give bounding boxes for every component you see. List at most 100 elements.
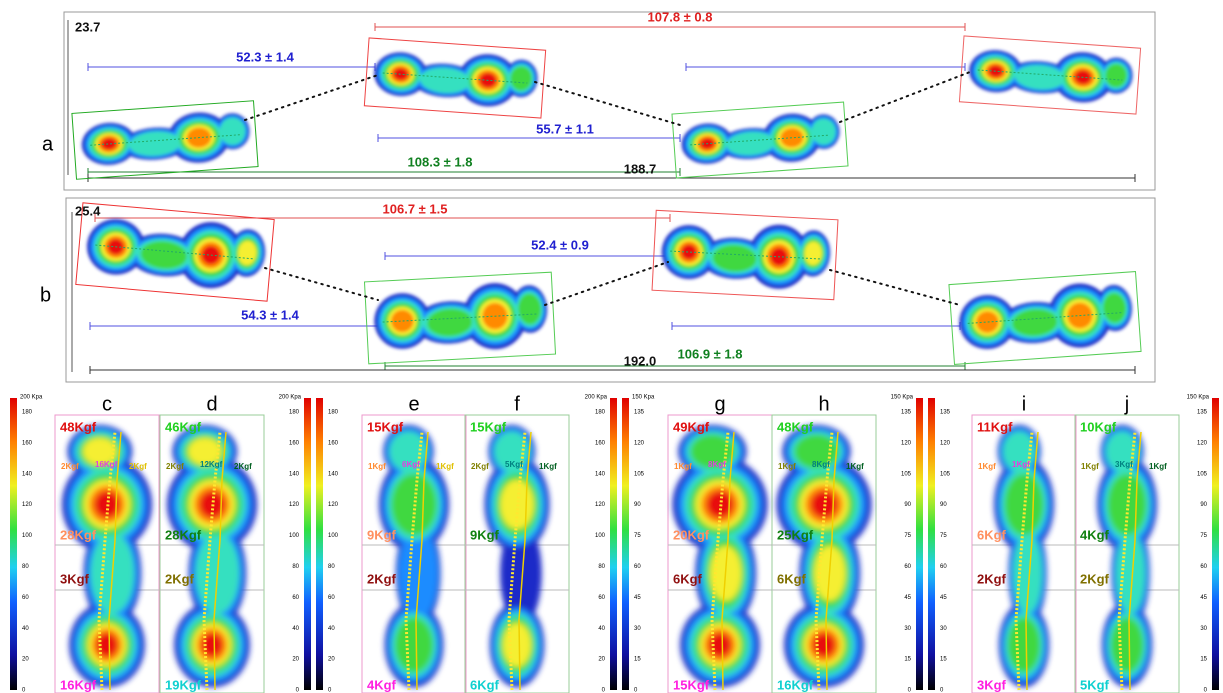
colorbar-tick: 20 [328,657,335,663]
step-line [245,75,378,120]
colorbar-tick: 80 [292,564,299,570]
colorbar-tick: 60 [1200,564,1207,570]
panel-label: b [40,284,51,306]
colorbar-tick: 75 [904,533,911,539]
measure: 106.7 ± 1.5 [383,201,448,216]
force-midfoot: 2Kgf [977,571,1007,586]
colorbar-tick: 120 [328,502,339,508]
force-toe: 16Kgf [95,460,118,469]
colorbar-tick: 0 [908,688,912,693]
colorbar [928,398,935,690]
force-toe: 12Kgf [200,460,223,469]
colorbar-tick: 120 [1197,440,1208,446]
colorbar-tick: 105 [940,471,951,477]
force-forefoot: 9Kgf [470,527,500,542]
force-toe: 2Kgf [234,462,252,471]
foot-rot [80,109,251,171]
colorbar-tick: 105 [1197,471,1208,477]
force-toe: 1Kgf [436,462,454,471]
pressure-map [680,110,841,169]
measure: 55.7 ± 1.1 [536,121,594,136]
force-toe: 2Kgf [129,462,147,471]
footprint [949,272,1141,365]
force-toe: 1Kgf [539,462,557,471]
force-toe: 1Kgf [1012,460,1030,469]
step-line [265,268,378,300]
colorbar-tick: 30 [1200,626,1207,632]
colorbar-tick: 60 [940,564,947,570]
measure: 108.3 ± 1.8 [408,154,473,169]
footprint [672,102,848,178]
colorbar [622,398,629,690]
panel-label: j [1124,393,1129,415]
force-heel: 5Kgf [1080,677,1110,692]
force-heel: 19Kgf [165,677,202,692]
foot-rot [957,280,1134,356]
force-toe: 8Kgf [708,460,726,469]
colorbar-tick: 0 [328,688,332,693]
colorbar [916,398,923,690]
footprint [364,272,555,364]
colorbar-tick: 30 [940,626,947,632]
colorbar-tick: 100 [328,533,339,539]
colorbar-tick: 60 [22,595,29,601]
colorbar-tick: 60 [292,595,299,601]
colorbar-tick: 135 [634,410,645,416]
colorbar [610,398,617,690]
colorbar [304,398,311,690]
foot-rot [373,280,549,355]
colorbar-tick: 90 [1200,502,1207,508]
colorbar-tick: 120 [595,502,606,508]
measure: 106.9 ± 1.8 [678,346,743,361]
colorbar-tick: 30 [634,626,641,632]
colorbar-unit: 200 Kpa [20,395,43,401]
measure: 54.3 ± 1.4 [241,307,300,322]
measure: 188.7 [624,161,657,176]
colorbar-tick: 40 [22,626,29,632]
panel-frame [66,198,1155,382]
colorbar-tick: 75 [1200,533,1207,539]
colorbar-tick: 15 [1200,657,1207,663]
force-total: 49Kgf [673,419,710,434]
colorbar-tick: 0 [22,688,26,693]
force-toe: 5Kgf [505,460,523,469]
panel-label: i [1022,393,1026,415]
footprint [652,210,838,299]
measure: 107.8 ± 0.8 [648,9,713,24]
colorbar-tick: 180 [595,410,606,416]
colorbar-tick: 0 [634,688,638,693]
foot-rot [660,219,831,292]
force-heel: 3Kgf [977,677,1007,692]
colorbar-tick: 40 [328,626,335,632]
colorbar-unit: 200 Kpa [585,395,608,401]
pressure-map [660,219,831,292]
colorbar-tick: 80 [328,564,335,570]
force-total: 48Kgf [777,419,814,434]
colorbar-unit: 150 Kpa [891,395,914,401]
pressure-blob [395,618,433,672]
panel-label: c [102,393,112,415]
force-toe: 1Kgf [368,462,386,471]
colorbar-tick: 45 [940,595,947,601]
colorbar-tick: 20 [292,657,299,663]
force-toe: 1Kgf [674,462,692,471]
force-toe: 2Kgf [61,462,79,471]
force-heel: 6Kgf [470,677,500,692]
force-midfoot: 2Kgf [165,571,195,586]
figure: a23.752.3 ± 1.4107.8 ± 0.855.7 ± 1.1108.… [0,0,1223,693]
force-toe: 2Kgf [471,462,489,471]
colorbar-tick: 160 [328,440,339,446]
force-toe: 1Kgf [1149,462,1167,471]
step-line [545,262,668,305]
pressure-blob [1008,618,1040,672]
colorbar-tick: 90 [904,502,911,508]
colorbar-tick: 105 [634,471,645,477]
colorbar-tick: 0 [602,688,606,693]
colorbar-tick: 140 [328,471,339,477]
pressure-blob [1111,618,1143,672]
colorbar-tick: 140 [22,471,33,477]
force-toe: 1Kgf [978,462,996,471]
colorbar-unit: 150 Kpa [1187,395,1210,401]
colorbar-tick: 120 [289,502,300,508]
force-midfoot: 3Kgf [60,571,90,586]
